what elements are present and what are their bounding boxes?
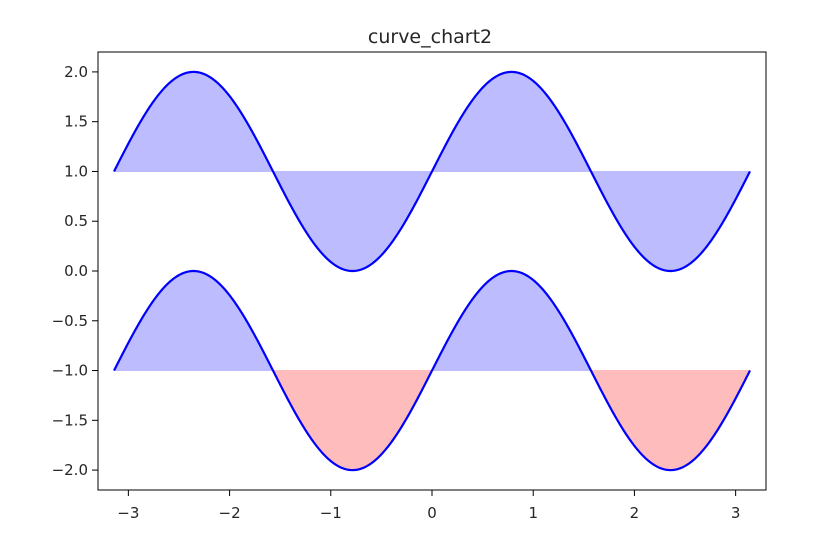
y-tick-label: 1.0	[64, 162, 88, 180]
y-axis: 2.0 1.5 1.0 0.5 0.0 −0.5 −1.0 −1.5 −2.0	[52, 63, 98, 479]
x-tick-label: −3	[117, 504, 139, 522]
x-tick-label: 2	[630, 504, 640, 522]
y-tick-label: −2.0	[52, 461, 88, 479]
y-tick-label: 2.0	[64, 63, 88, 81]
y-tick-label: 1.5	[64, 113, 88, 131]
x-tick-label: 0	[427, 504, 437, 522]
fill-region-series1-above	[431, 71, 593, 174]
x-tick-label: −2	[219, 504, 241, 522]
x-tick-label: 3	[731, 504, 741, 522]
fill-region-series1-above	[113, 71, 274, 172]
fill-regions	[113, 71, 751, 471]
x-axis: −3 −2 −1 0 1 2 3	[117, 490, 740, 522]
fill-region-series2-below	[272, 370, 433, 471]
series-lines	[113, 70, 751, 472]
y-tick-label: 0.0	[64, 262, 88, 280]
x-tick-label: 1	[528, 504, 538, 522]
fill-region-series1-below	[272, 170, 433, 272]
series-line-2	[113, 269, 751, 472]
fill-region-series1-below	[591, 170, 751, 272]
y-tick-label: −0.5	[52, 312, 88, 330]
y-tick-label: −1.5	[52, 411, 88, 429]
fill-region-series2-below	[591, 370, 751, 471]
x-tick-label: −1	[320, 504, 342, 522]
fill-region-series2-above	[113, 270, 274, 372]
fill-region-series2-above	[431, 270, 593, 373]
y-tick-label: 0.5	[64, 212, 88, 230]
series-line-1	[113, 70, 751, 273]
y-tick-label: −1.0	[52, 362, 88, 380]
chart-title: curve_chart2	[368, 26, 492, 48]
